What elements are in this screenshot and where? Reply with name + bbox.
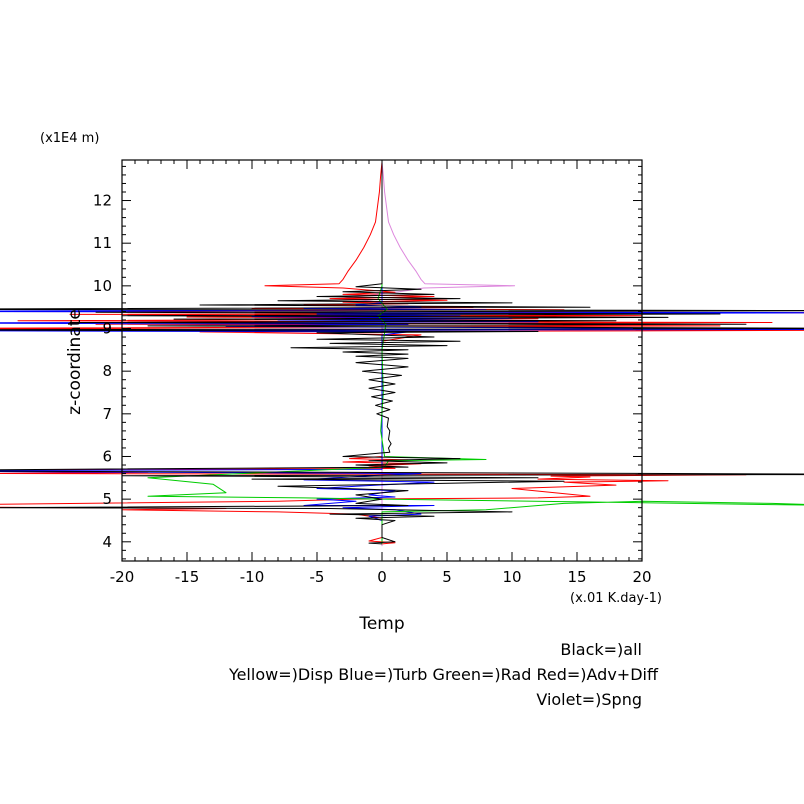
x-tick-label: -15 [175,568,200,586]
series-line-2 [0,179,804,544]
x-tick-label: -5 [310,568,325,586]
x-axis-label: Temp [358,614,404,634]
y-tick-label: 5 [102,490,112,508]
ticks-layer: -20 -15 -10 -5 0 5 10 15 20 4 5 6 7 8 9 10 11 12 [93,160,652,586]
legend-line-1: Black=)all [560,640,642,659]
x-tick-label: 20 [632,568,651,586]
series-line-4 [0,162,804,545]
y-tick-label: 8 [102,362,112,380]
y-tick-label: 4 [102,533,112,551]
series-layer [0,162,804,547]
x-tick-label: -10 [240,568,265,586]
y-tick-label: 7 [102,405,112,423]
legend-line-3: Violet=)Spng [536,690,642,709]
x-tick-label: 5 [442,568,452,586]
x-tick-label: 15 [567,568,586,586]
y-tick-label: 9 [102,320,112,338]
series-line-3 [147,179,804,544]
y-axis-label: z-coordinate [65,309,85,415]
y-units-label: (x1E4 m) [40,131,99,146]
series-line-0 [342,162,516,547]
y-tick-label: 6 [102,447,112,465]
x-tick-label: 10 [502,568,521,586]
y-tick-label: 11 [93,234,112,252]
legend-line-2: Yellow=)Disp Blue=)Turb Green=)Rad Red=)… [228,665,659,684]
x-tick-label: -20 [110,568,135,586]
y-tick-label: 10 [93,277,112,295]
series-line-1 [0,162,804,545]
x-tick-label: 0 [377,568,387,586]
x-units-label: (x.01 K.day-1) [570,591,662,606]
y-tick-label: 12 [93,192,112,210]
